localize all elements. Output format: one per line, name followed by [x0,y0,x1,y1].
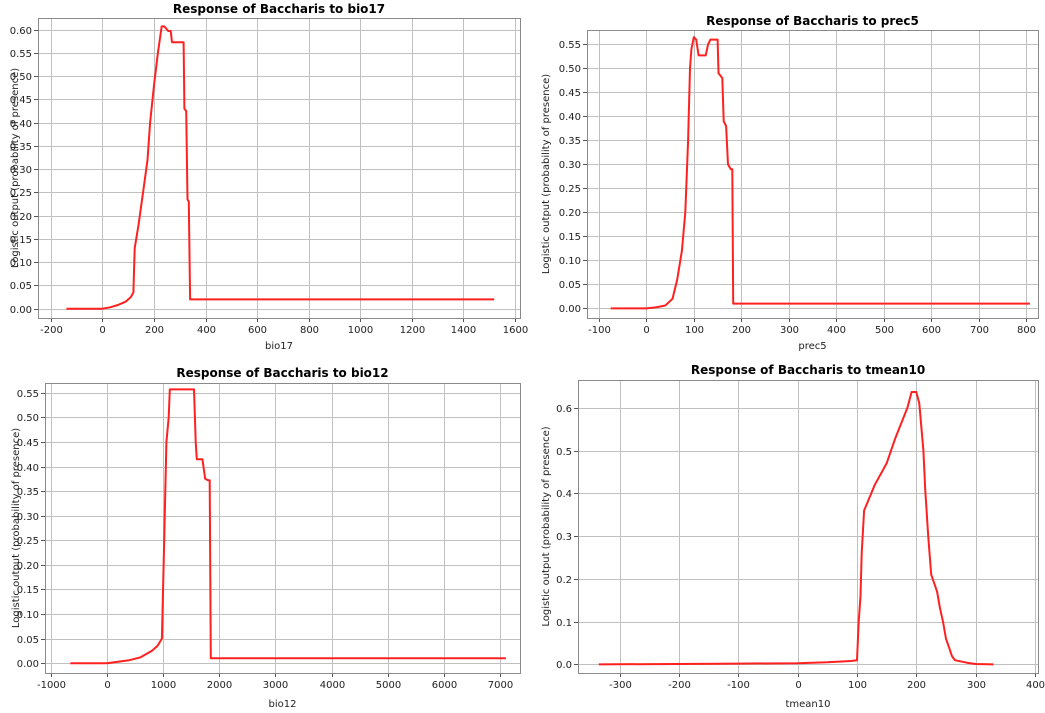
x-tick-label: 200 [732,325,751,336]
plot-frame [46,384,521,674]
x-tick-label: 1400 [451,325,476,336]
x-tick-label: 400 [1026,680,1045,691]
x-tick-label: 1600 [503,325,528,336]
x-tick-label: 0 [795,680,801,691]
x-tick-label: -200 [668,680,691,691]
x-tick-label: 400 [827,325,846,336]
y-tick-label: 0.50 [17,413,39,424]
x-tick-label: -200 [40,325,63,336]
y-tick-label: 0.4 [556,489,572,500]
y-tick-label: 0.25 [559,184,581,195]
y-tick-label: 0.10 [559,256,581,267]
x-tick-label: 100 [848,680,867,691]
x-tick-label: 200 [907,680,926,691]
x-tick-label: 400 [197,325,216,336]
x-tick-label: 1000 [151,680,176,691]
plot-frame [588,31,1039,319]
x-tick-label: 2000 [207,680,232,691]
chart-title: Response of Baccharis to tmean10 [691,363,925,377]
x-tick-label: 800 [1017,325,1036,336]
y-tick-label: 0.50 [559,64,581,75]
x-tick-label: 700 [970,325,989,336]
y-tick-label: 0.30 [559,160,581,171]
y-axis-label: Logistic output (probability of presence… [541,74,552,274]
x-tick-label: 800 [300,325,319,336]
y-tick-label: 0.20 [559,208,581,219]
y-tick-label: 0.3 [556,532,572,543]
response-curve [611,37,1030,308]
x-tick-label: 200 [145,325,164,336]
y-axis-label: Logistic output (probability of presence… [10,68,21,268]
y-axis-label: Logistic output (probability of presence… [541,426,552,626]
x-tick-label: 100 [685,325,704,336]
x-tick-label: 600 [922,325,941,336]
y-tick-label: 0.5 [556,447,572,458]
chart-title: Response of Baccharis to bio12 [176,366,388,380]
chart-bio17: -200 0 200 400 600 800 1000 1200 1400 1600 0.00 0.0… [0,0,530,355]
y-tick-label: 0.15 [559,232,581,243]
x-tick-label: 1000 [348,325,373,336]
y-tick-label: 0.1 [556,618,572,629]
x-tick-label: 6000 [432,680,457,691]
x-axis-label: bio17 [265,341,293,352]
x-tick-label: -300 [609,680,632,691]
chart-tmean10: -300 -200 -100 0 100 200 300 400 0.0 0.1 0.2 0.3 0.4… [530,360,1045,713]
y-tick-label: 0.00 [10,305,32,316]
y-tick-label: 0.05 [10,281,32,292]
response-curve [66,26,494,308]
chart-bio17-svg: -200 0 200 400 600 800 1000 1200 1400 1600 0.00 0.0… [0,0,530,355]
y-tick-label: 0.05 [559,280,581,291]
y-tick-label: 0.0 [556,660,572,671]
y-tick-label: 0.2 [556,575,572,586]
response-curve [599,392,994,664]
x-tick-label: 0 [99,325,105,336]
x-tick-label: 600 [248,325,267,336]
y-axis-label: Logistic output (probability of presence… [11,428,22,628]
chart-title: Response of Baccharis to prec5 [706,14,919,28]
x-tick-label: -100 [727,680,750,691]
chart-tmean10-svg: -300 -200 -100 0 100 200 300 400 0.0 0.1 0.2 0.3 0.4… [530,360,1045,713]
y-tick-label: 0.60 [10,26,32,37]
y-tick-label: 0.40 [559,112,581,123]
x-tick-label: 7000 [488,680,513,691]
x-tick-label: -1000 [37,680,66,691]
y-tick-label: 0.55 [17,389,39,400]
x-tick-label: 300 [780,325,799,336]
y-tick-label: 0.45 [559,88,581,99]
x-tick-label: 500 [875,325,894,336]
y-tick-label: 0.00 [17,659,39,670]
x-axis-label: bio12 [269,699,297,710]
x-tick-label: 4000 [320,680,345,691]
x-tick-label: 3000 [263,680,288,691]
x-tick-label: 300 [967,680,986,691]
chart-bio12-svg: -1000 0 1000 2000 3000 4000 5000 6000 7000 0.00 0.… [0,360,530,713]
plot-frame [579,381,1039,674]
x-tick-label: -100 [588,325,611,336]
chart-title: Response of Baccharis to bio17 [173,2,385,16]
plot-frame [39,19,521,319]
x-tick-label: 5000 [376,680,401,691]
y-tick-label: 0.35 [559,136,581,147]
y-tick-label: 0.00 [559,304,581,315]
x-axis-label: tmean10 [785,699,830,710]
chart-prec5: -100 0 100 200 300 400 500 600 700 800 0.00 0.05 0.1… [530,0,1045,355]
y-tick-label: 0.05 [17,635,39,646]
y-tick-label: 0.6 [556,404,572,415]
x-tick-label: 0 [104,680,110,691]
chart-prec5-svg: -100 0 100 200 300 400 500 600 700 800 0.00 0.05 0.1… [530,0,1045,355]
y-tick-label: 0.55 [10,49,32,60]
x-tick-label: 0 [643,325,649,336]
x-axis-label: prec5 [798,341,826,352]
x-tick-label: 1200 [400,325,425,336]
response-curve [70,389,506,663]
y-tick-label: 0.55 [559,40,581,51]
chart-bio12: -1000 0 1000 2000 3000 4000 5000 6000 7000 0.00 0.… [0,360,530,713]
